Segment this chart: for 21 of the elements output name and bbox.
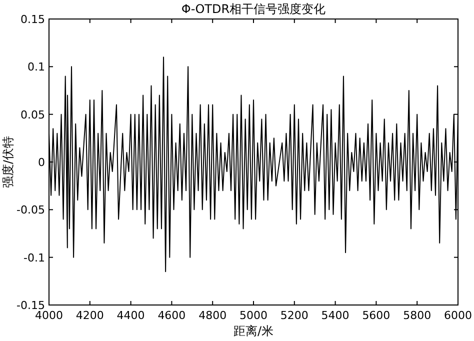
x-tick-label: 5200 [280,309,308,322]
x-tick-label: 4800 [198,309,227,322]
x-tick-label: 4600 [158,309,186,322]
y-tick-label: 0.1 [28,60,45,74]
x-tick-label: 4000 [35,309,63,322]
x-tick-label: 5600 [362,309,390,322]
y-tick-label: -0.05 [16,204,45,217]
x-tick-label: 6000 [444,309,472,322]
x-tick-label: 5000 [240,309,268,322]
y-tick-label: 0 [38,156,45,169]
x-axis-title: 距离/米 [233,324,274,338]
y-tick-label: 0.05 [20,108,45,122]
x-tick-label: 5400 [321,309,350,322]
y-tick-label: 0.15 [20,13,45,26]
x-tick-label: 4200 [76,309,104,322]
x-tick-label: 4400 [116,309,145,322]
x-tick-label: 5800 [403,309,432,322]
y-tick-label: -0.1 [24,251,45,264]
y-axis-title: 强度/伏特 [1,136,15,188]
chart-title: Φ-OTDR相干信号强度变化 [181,2,326,16]
y-tick-label: -0.15 [16,299,45,312]
